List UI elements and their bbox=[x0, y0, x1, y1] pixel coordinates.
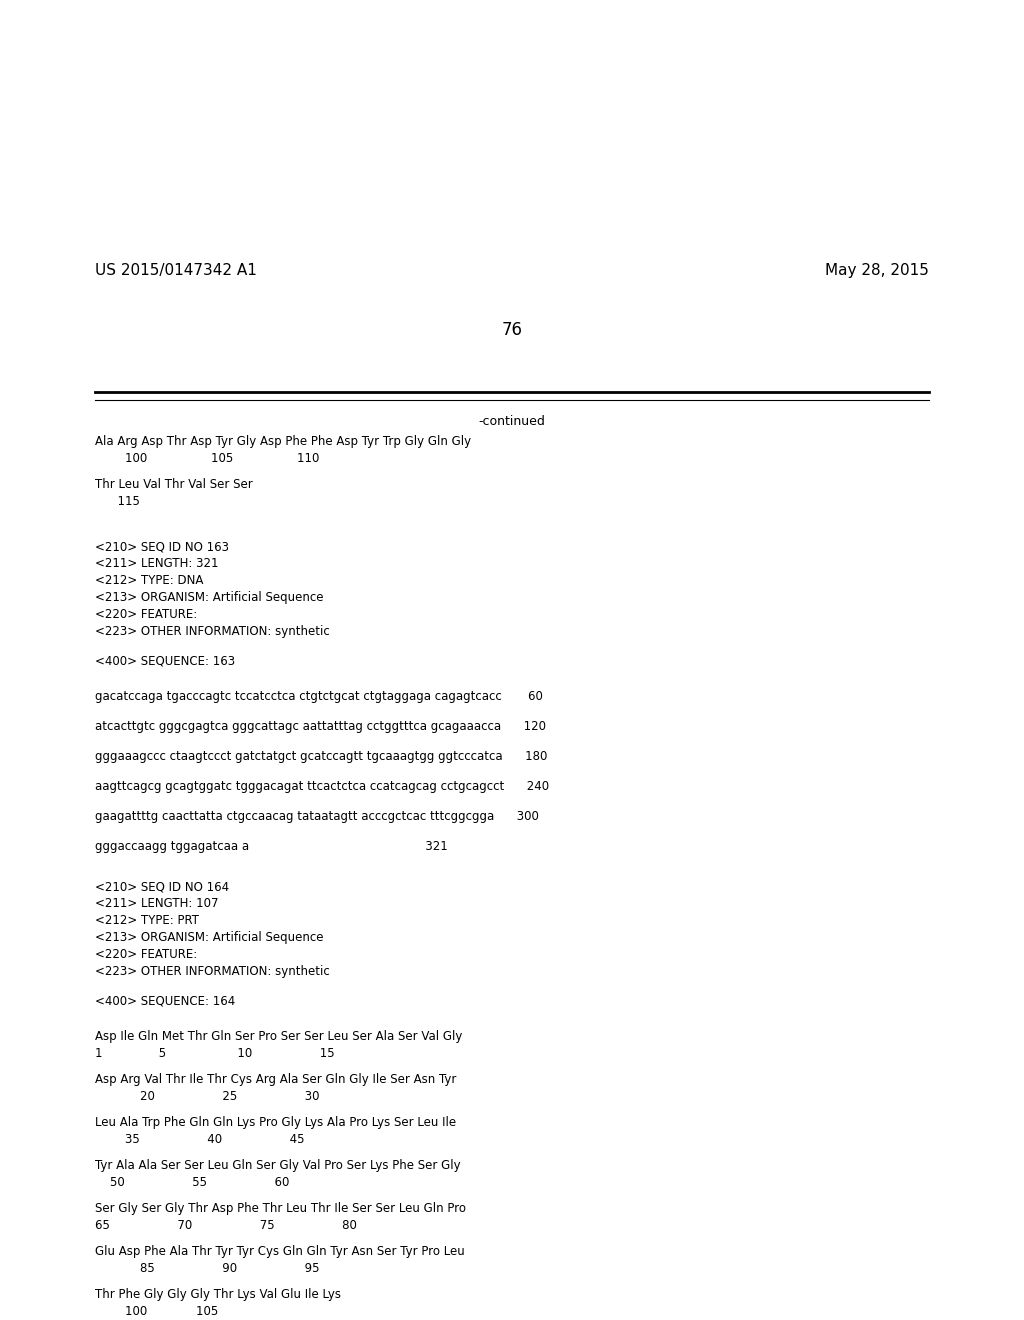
Text: gggaaagccc ctaagtccct gatctatgct gcatccagtt tgcaaagtgg ggtcccatca      180: gggaaagccc ctaagtccct gatctatgct gcatcca… bbox=[95, 750, 548, 763]
Text: Asp Arg Val Thr Ile Thr Cys Arg Ala Ser Gln Gly Ile Ser Asn Tyr: Asp Arg Val Thr Ile Thr Cys Arg Ala Ser … bbox=[95, 1073, 457, 1086]
Text: Tyr Ala Ala Ser Ser Leu Gln Ser Gly Val Pro Ser Lys Phe Ser Gly: Tyr Ala Ala Ser Ser Leu Gln Ser Gly Val … bbox=[95, 1159, 461, 1172]
Text: May 28, 2015: May 28, 2015 bbox=[825, 263, 929, 277]
Text: 100             105: 100 105 bbox=[95, 1305, 218, 1317]
Text: <220> FEATURE:: <220> FEATURE: bbox=[95, 948, 198, 961]
Text: <220> FEATURE:: <220> FEATURE: bbox=[95, 609, 198, 620]
Text: 115: 115 bbox=[95, 495, 140, 508]
Text: <223> OTHER INFORMATION: synthetic: <223> OTHER INFORMATION: synthetic bbox=[95, 965, 330, 978]
Text: <223> OTHER INFORMATION: synthetic: <223> OTHER INFORMATION: synthetic bbox=[95, 624, 330, 638]
Text: 35                  40                  45: 35 40 45 bbox=[95, 1133, 304, 1146]
Text: Asp Ile Gln Met Thr Gln Ser Pro Ser Ser Leu Ser Ala Ser Val Gly: Asp Ile Gln Met Thr Gln Ser Pro Ser Ser … bbox=[95, 1030, 463, 1043]
Text: <211> LENGTH: 107: <211> LENGTH: 107 bbox=[95, 898, 218, 909]
Text: US 2015/0147342 A1: US 2015/0147342 A1 bbox=[95, 263, 257, 277]
Text: <210> SEQ ID NO 163: <210> SEQ ID NO 163 bbox=[95, 540, 229, 553]
Text: <210> SEQ ID NO 164: <210> SEQ ID NO 164 bbox=[95, 880, 229, 894]
Text: Leu Ala Trp Phe Gln Gln Lys Pro Gly Lys Ala Pro Lys Ser Leu Ile: Leu Ala Trp Phe Gln Gln Lys Pro Gly Lys … bbox=[95, 1115, 456, 1129]
Text: <400> SEQUENCE: 164: <400> SEQUENCE: 164 bbox=[95, 995, 236, 1008]
Text: <211> LENGTH: 321: <211> LENGTH: 321 bbox=[95, 557, 218, 570]
Text: Glu Asp Phe Ala Thr Tyr Tyr Cys Gln Gln Tyr Asn Ser Tyr Pro Leu: Glu Asp Phe Ala Thr Tyr Tyr Cys Gln Gln … bbox=[95, 1245, 465, 1258]
Text: -continued: -continued bbox=[478, 414, 546, 428]
Text: aagttcagcg gcagtggatc tgggacagat ttcactctca ccatcagcag cctgcagcct      240: aagttcagcg gcagtggatc tgggacagat ttcactc… bbox=[95, 780, 549, 793]
Text: Thr Phe Gly Gly Gly Thr Lys Val Glu Ile Lys: Thr Phe Gly Gly Gly Thr Lys Val Glu Ile … bbox=[95, 1288, 341, 1302]
Text: 65                  70                  75                  80: 65 70 75 80 bbox=[95, 1218, 357, 1232]
Text: gaagattttg caacttatta ctgccaacag tataatagtt acccgctcac tttcggcgga      300: gaagattttg caacttatta ctgccaacag tataata… bbox=[95, 810, 539, 822]
Text: <213> ORGANISM: Artificial Sequence: <213> ORGANISM: Artificial Sequence bbox=[95, 931, 324, 944]
Text: 50                  55                  60: 50 55 60 bbox=[95, 1176, 290, 1189]
Text: atcacttgtc gggcgagtca gggcattagc aattatttag cctggtttca gcagaaacca      120: atcacttgtc gggcgagtca gggcattagc aattatt… bbox=[95, 719, 546, 733]
Text: gacatccaga tgacccagtc tccatcctca ctgtctgcat ctgtaggaga cagagtcacc       60: gacatccaga tgacccagtc tccatcctca ctgtctg… bbox=[95, 690, 543, 704]
Text: 1               5                   10                  15: 1 5 10 15 bbox=[95, 1047, 335, 1060]
Text: Thr Leu Val Thr Val Ser Ser: Thr Leu Val Thr Val Ser Ser bbox=[95, 478, 253, 491]
Text: Ser Gly Ser Gly Thr Asp Phe Thr Leu Thr Ile Ser Ser Leu Gln Pro: Ser Gly Ser Gly Thr Asp Phe Thr Leu Thr … bbox=[95, 1203, 466, 1214]
Text: 100                 105                 110: 100 105 110 bbox=[95, 451, 319, 465]
Text: Ala Arg Asp Thr Asp Tyr Gly Asp Phe Phe Asp Tyr Trp Gly Gln Gly: Ala Arg Asp Thr Asp Tyr Gly Asp Phe Phe … bbox=[95, 436, 471, 447]
Text: 76: 76 bbox=[502, 321, 522, 339]
Text: 20                  25                  30: 20 25 30 bbox=[95, 1090, 319, 1104]
Text: <213> ORGANISM: Artificial Sequence: <213> ORGANISM: Artificial Sequence bbox=[95, 591, 324, 605]
Text: <400> SEQUENCE: 163: <400> SEQUENCE: 163 bbox=[95, 655, 236, 668]
Text: gggaccaagg tggagatcaa a                                               321: gggaccaagg tggagatcaa a 321 bbox=[95, 840, 447, 853]
Text: 85                  90                  95: 85 90 95 bbox=[95, 1262, 319, 1275]
Text: <212> TYPE: PRT: <212> TYPE: PRT bbox=[95, 913, 199, 927]
Text: <212> TYPE: DNA: <212> TYPE: DNA bbox=[95, 574, 204, 587]
